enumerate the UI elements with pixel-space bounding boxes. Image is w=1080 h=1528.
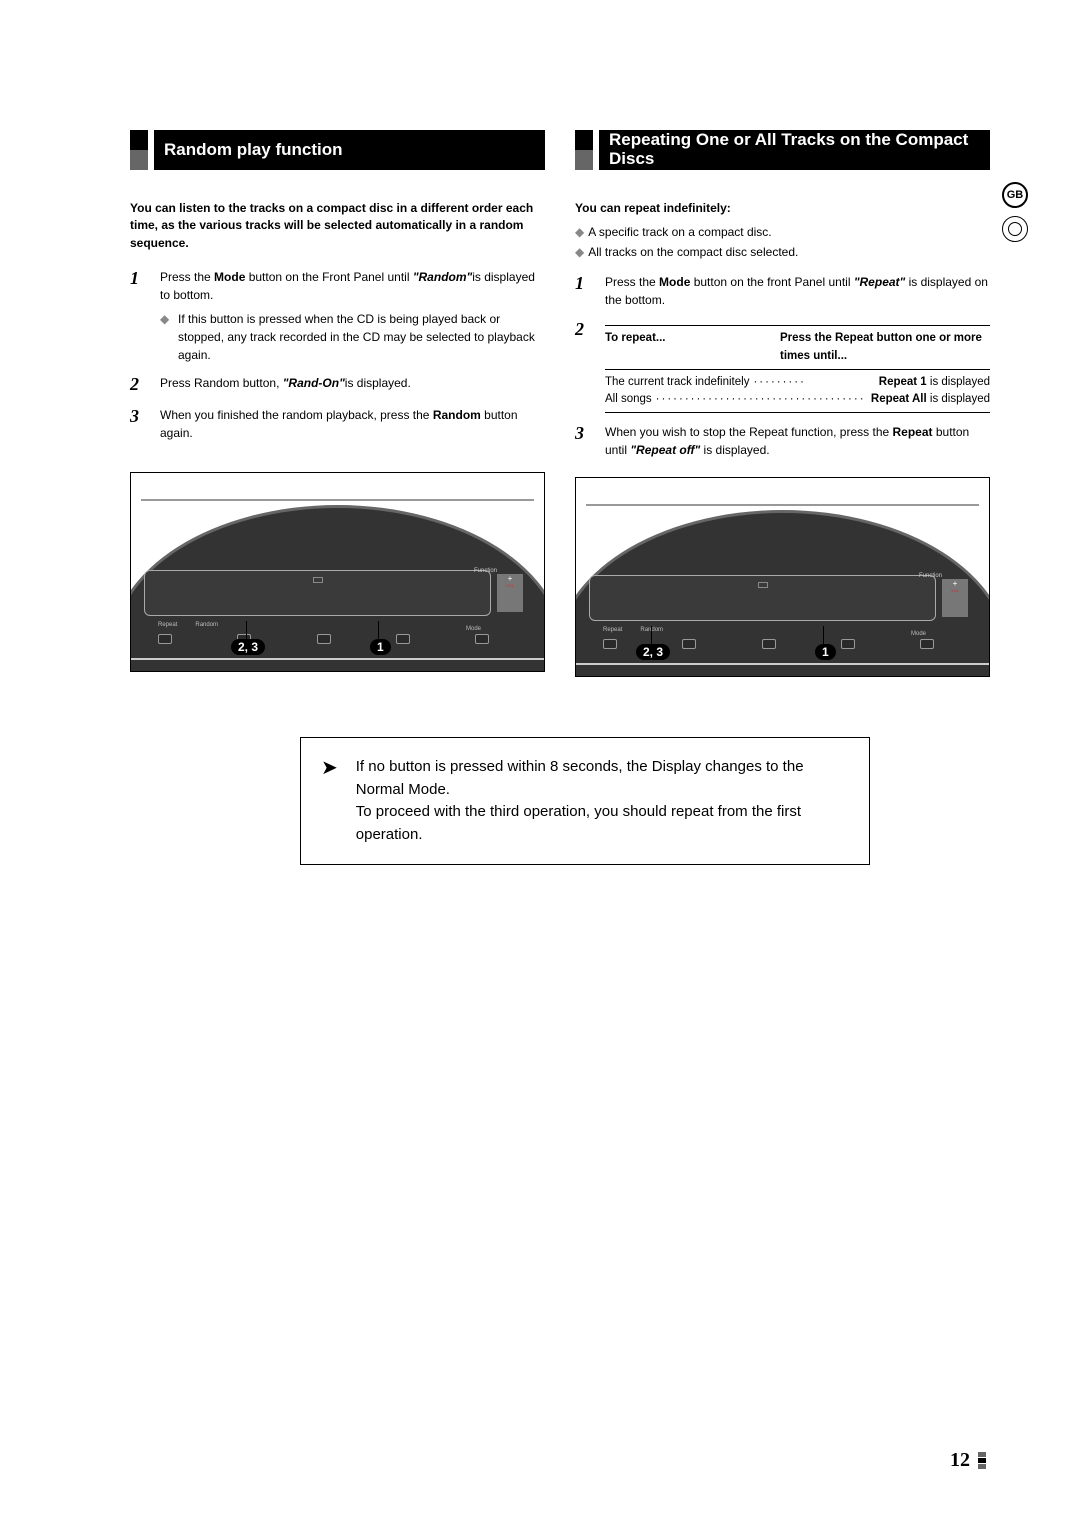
volume-control: VOL xyxy=(497,574,523,612)
page-content: Random play function You can listen to t… xyxy=(0,0,1080,925)
device-button xyxy=(603,639,617,649)
step-number: 2 xyxy=(575,319,605,413)
random-label: Random xyxy=(195,622,218,628)
text: is displayed. xyxy=(345,376,411,390)
text: is displayed. xyxy=(700,443,769,457)
heading-random-play: Random play function xyxy=(130,130,545,170)
intro-text-right: You can repeat indefinitely: xyxy=(575,200,990,217)
device-figure-left: Function VOL Repeat Random Mode xyxy=(130,472,545,672)
device-button xyxy=(762,639,776,649)
right-column: Repeating One or All Tracks on the Compa… xyxy=(575,130,990,677)
text: When you wish to stop the Repeat functio… xyxy=(605,425,893,439)
device-button xyxy=(475,634,489,644)
step-number: 1 xyxy=(130,268,160,364)
callout-left: 2, 3 xyxy=(636,644,670,660)
left-column: Random play function You can listen to t… xyxy=(130,130,545,677)
text: is displayed xyxy=(927,393,990,405)
note-line-1: If no button is pressed within 8 seconds… xyxy=(356,756,841,801)
step-number: 3 xyxy=(575,423,605,459)
repeat-head-right: Press the Repeat button one or more time… xyxy=(780,330,990,365)
substep-text: If this button is pressed when the CD is… xyxy=(178,310,545,364)
text-bold: Random xyxy=(433,408,481,422)
note-box: ➤ If no button is pressed within 8 secon… xyxy=(300,737,870,865)
heading-text: Random play function xyxy=(154,130,545,170)
volume-control: VOL xyxy=(942,579,968,617)
text-quote: "Repeat off" xyxy=(630,443,700,457)
heading-repeating: Repeating One or All Tracks on the Compa… xyxy=(575,130,990,170)
text: Press the xyxy=(160,270,214,284)
text: Press Random button, xyxy=(160,376,283,390)
function-label: Function xyxy=(474,568,497,574)
repeat-label: Repeat xyxy=(158,622,177,628)
text-bold: Repeat 1 xyxy=(879,376,927,388)
repeat-row-left: All songs xyxy=(605,391,652,408)
step-number: 3 xyxy=(130,406,160,442)
text-bold: Repeat All xyxy=(871,393,927,405)
text: When you finished the random playback, p… xyxy=(160,408,433,422)
text-bold: Mode xyxy=(659,275,690,289)
right-step-3: 3 When you wish to stop the Repeat funct… xyxy=(575,423,990,459)
device-figure-right: Function VOL Repeat Random Mode xyxy=(575,477,990,677)
device-button xyxy=(682,639,696,649)
page-number: 12 xyxy=(950,1449,986,1472)
repeat-row-left: The current track indefinitely xyxy=(605,374,749,391)
text-bold: Repeat xyxy=(893,425,933,439)
device-button xyxy=(841,639,855,649)
text: button on the front Panel until xyxy=(690,275,853,289)
note-arrow-icon: ➤ xyxy=(321,756,338,846)
text-quote: "Rand-On" xyxy=(283,376,345,390)
text-quote: "Repeat" xyxy=(854,275,905,289)
text: is displayed xyxy=(927,376,990,388)
text: button on the Front Panel until xyxy=(245,270,412,284)
callout-left: 2, 3 xyxy=(231,639,265,655)
page-number-value: 12 xyxy=(950,1449,970,1472)
device-button xyxy=(396,634,410,644)
right-step-1: 1 Press the Mode button on the front Pan… xyxy=(575,273,990,309)
bullet-diamond-icon: ◆ xyxy=(575,225,584,239)
step-number: 1 xyxy=(575,273,605,309)
device-button xyxy=(317,634,331,644)
bullet-diamond-icon: ◆ xyxy=(160,310,178,364)
text: Press the xyxy=(605,275,659,289)
bullet-diamond-icon: ◆ xyxy=(575,245,584,259)
intro-text-left: You can listen to the tracks on a compac… xyxy=(130,200,545,252)
callout-right: 1 xyxy=(815,644,836,660)
step-number: 2 xyxy=(130,374,160,396)
device-button xyxy=(920,639,934,649)
heading-text: Repeating One or All Tracks on the Compa… xyxy=(599,130,990,170)
text-bold: Mode xyxy=(214,270,245,284)
function-label: Function xyxy=(919,573,942,579)
bullet-text: All tracks on the compact disc selected. xyxy=(588,245,798,259)
repeat-table: To repeat... Press the Repeat button one… xyxy=(605,325,990,413)
text-quote: "Random" xyxy=(413,270,472,284)
left-step-1: 1 Press the Mode button on the Front Pan… xyxy=(130,268,545,364)
device-button xyxy=(158,634,172,644)
mode-label: Mode xyxy=(911,631,926,637)
callout-right: 1 xyxy=(370,639,391,655)
page-number-bars-icon xyxy=(978,1452,986,1470)
repeat-head-left: To repeat... xyxy=(605,330,780,365)
left-step-2: 2 Press Random button, "Rand-On"is displ… xyxy=(130,374,545,396)
bullet-text: A specific track on a compact disc. xyxy=(588,225,771,239)
right-step-2: 2 To repeat... Press the Repeat button o… xyxy=(575,319,990,413)
left-step-3: 3 When you finished the random playback,… xyxy=(130,406,545,442)
mode-label: Mode xyxy=(466,626,481,632)
note-line-2: To proceed with the third operation, you… xyxy=(356,801,841,846)
repeat-label: Repeat xyxy=(603,627,622,633)
